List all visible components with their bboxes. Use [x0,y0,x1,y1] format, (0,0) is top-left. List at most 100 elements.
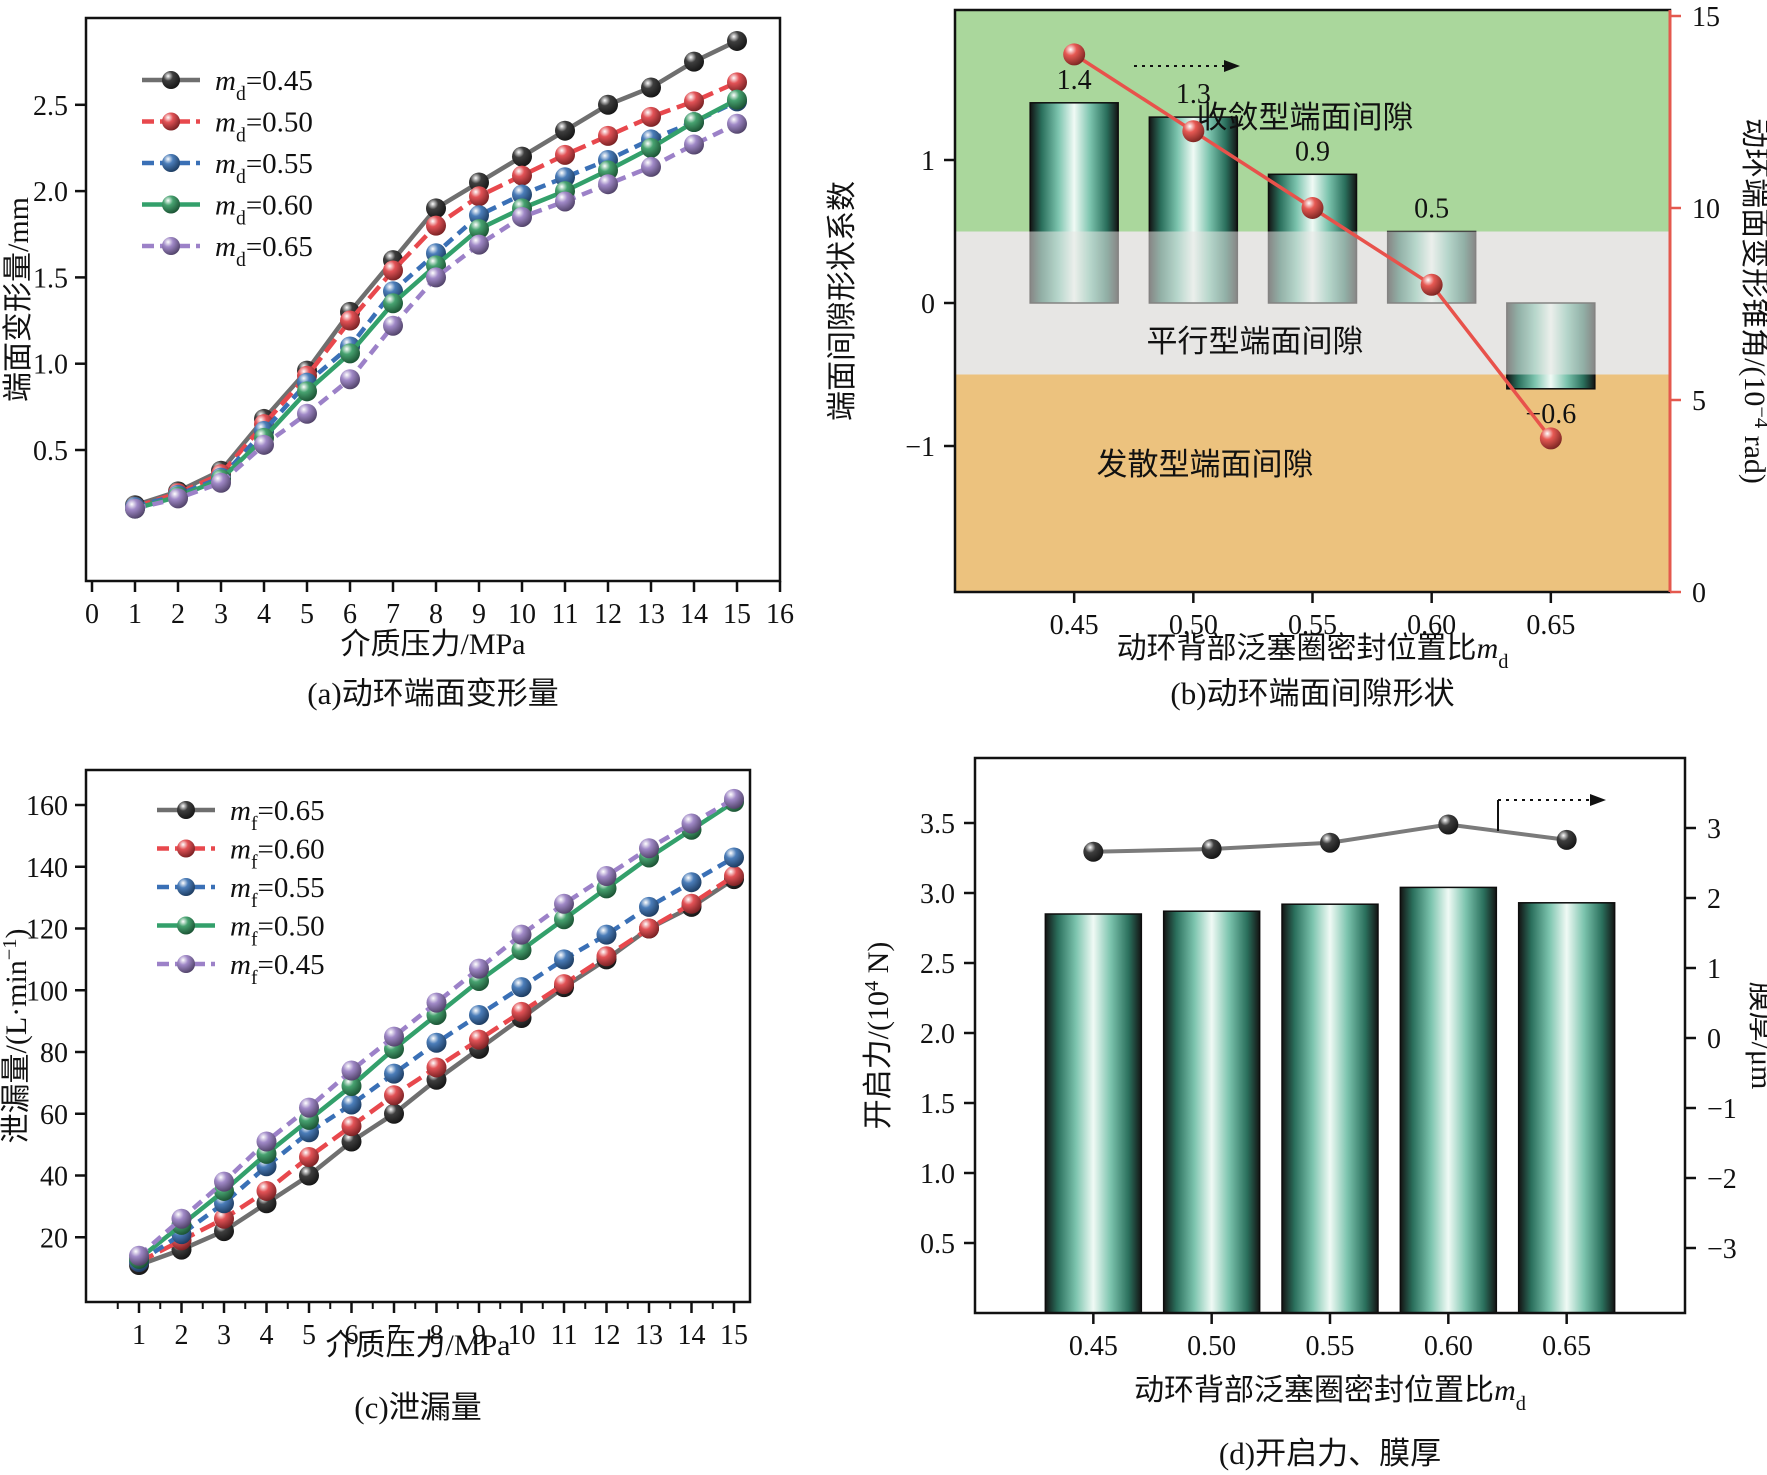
legend-item-mf050: mf=0.50 [157,911,325,951]
series-mf050 [129,791,744,1269]
series-md065 [125,113,747,519]
bars [1044,886,1616,1314]
data-point-marker [469,205,489,226]
data-point-marker [177,916,195,935]
data-point-marker [162,112,180,131]
x-tick-label: 0.65 [1526,610,1575,641]
left-axis: 0.5 1.0 1.5 2.0 2.5 3.0 3.5 [920,809,975,1260]
cone-angle-line [1063,43,1562,450]
data-point-marker [383,315,403,336]
x-tick-label: 0.45 [1050,610,1099,641]
legend-label: md=0.50 [215,107,313,147]
x-axis: 0.45 0.50 0.55 0.60 0.65 [1050,592,1575,641]
chart-c-leakage: 1 2 3 4 5 6 7 8 9 10 11 12 13 14 152040608010012014016… [0,768,752,1362]
x-tick-label: 12 [594,599,622,630]
zone-label-0: 收敛型端面间隙 [1197,100,1414,135]
legend-label: mf=0.45 [230,949,325,989]
x-tick-label: 2 [175,1320,189,1351]
data-point-marker [727,89,747,110]
bar-0.65 [1517,902,1616,1314]
data-point-marker [469,186,489,207]
caption-a: (a)动环端面变形量 [307,676,559,711]
y2-tick-label: 0 [1707,1024,1721,1055]
data-point-marker [684,112,704,133]
y-axis-title: 开启力/(104 N) [861,942,895,1130]
data-point-marker [341,1060,362,1081]
y2-tick-label: 15 [1692,2,1720,33]
x-tick-label: 4 [257,599,271,630]
y-tick-label: 2.5 [920,949,955,980]
arrow-head [1224,60,1240,72]
legend-label: mf=0.60 [230,834,325,874]
data-point-marker [469,1029,489,1050]
right-axis: 0 5 10 15 [1670,2,1720,609]
data-point-marker [555,144,575,165]
data-point-marker [299,1146,319,1167]
data-point-marker [724,866,744,887]
data-point-marker [1438,814,1459,835]
x-tick-label: 3 [217,1320,231,1351]
x-tick-label: 1 [132,1320,146,1351]
data-point-marker [177,878,195,896]
data-point-marker [684,51,704,72]
data-point-marker [383,293,403,314]
x-axis: 1 2 3 4 5 6 7 8 9 10 11 12 13 14 15 [116,1302,748,1351]
y-axis: 0.5 1.0 1.5 2.0 2.5 [33,91,86,467]
y2-tick-label: 3 [1707,814,1721,845]
data-point-marker [512,206,532,227]
data-point-marker [724,788,744,809]
x-tick-label: 1 [128,599,142,630]
y-tick-label: 20 [40,1223,68,1254]
y-tick-label: 140 [26,853,68,884]
y-tick-label: 2.5 [33,91,68,122]
data-point-marker [1083,841,1104,862]
x-tick-label: 5 [300,599,314,630]
data-point-marker [641,137,661,158]
data-point-marker [177,955,195,973]
y-tick-label: 0.5 [33,436,68,467]
legend-item-mf060: mf=0.60 [157,834,325,874]
data-point-marker [340,310,360,331]
x-tick-label: 3 [214,599,228,630]
bar-0.60 [1399,886,1498,1314]
data-point-marker [340,369,360,390]
data-point-marker [469,219,489,240]
x-tick-label: 13 [637,599,665,630]
y-tick-label: 0.5 [920,1229,955,1260]
data-point-marker [727,30,747,51]
y-tick-label: 80 [40,1038,68,1069]
data-point-marker [554,974,574,995]
data-point-marker [512,146,532,167]
x-axis: 0 1 2 3 4 5 6 7 8 9 10 11 12 13 14 15 16 [85,581,794,630]
data-point-marker [1420,273,1443,296]
right-axis: 3 2 1 0 −1 −2 −3 [1685,814,1737,1265]
left-axis: −1 0 1 [905,146,955,463]
data-point-marker [426,215,446,236]
legend-label: md=0.60 [215,190,313,230]
data-point-marker [511,924,532,945]
x-tick-label: 0.50 [1187,1331,1236,1362]
y-tick-label: 3.5 [920,809,955,840]
data-point-marker [162,71,180,89]
data-point-marker [727,72,747,93]
data-point-marker [1539,427,1562,450]
data-point-marker [162,237,180,255]
x-tick-label: 15 [723,599,751,630]
x-tick-label: 0.55 [1288,610,1337,641]
right-axis-arrow [1134,60,1240,72]
x-tick-label: 0 [85,599,99,630]
y-axis: 20 40 60 80 100 120 140 160 [26,791,86,1254]
data-point-marker [596,866,617,887]
data-point-marker [299,1165,319,1186]
zone-band-2 [955,374,1670,592]
data-point-marker [1320,832,1340,853]
data-point-marker [426,1057,447,1078]
x-tick-label: 14 [680,599,708,630]
y-tick-label: 40 [40,1162,68,1193]
data-point-marker [555,167,575,188]
legend-item-md060: md=0.60 [142,190,313,230]
y-tick-label: 1.0 [920,1159,955,1190]
legend-item-md065: md=0.65 [142,231,313,271]
